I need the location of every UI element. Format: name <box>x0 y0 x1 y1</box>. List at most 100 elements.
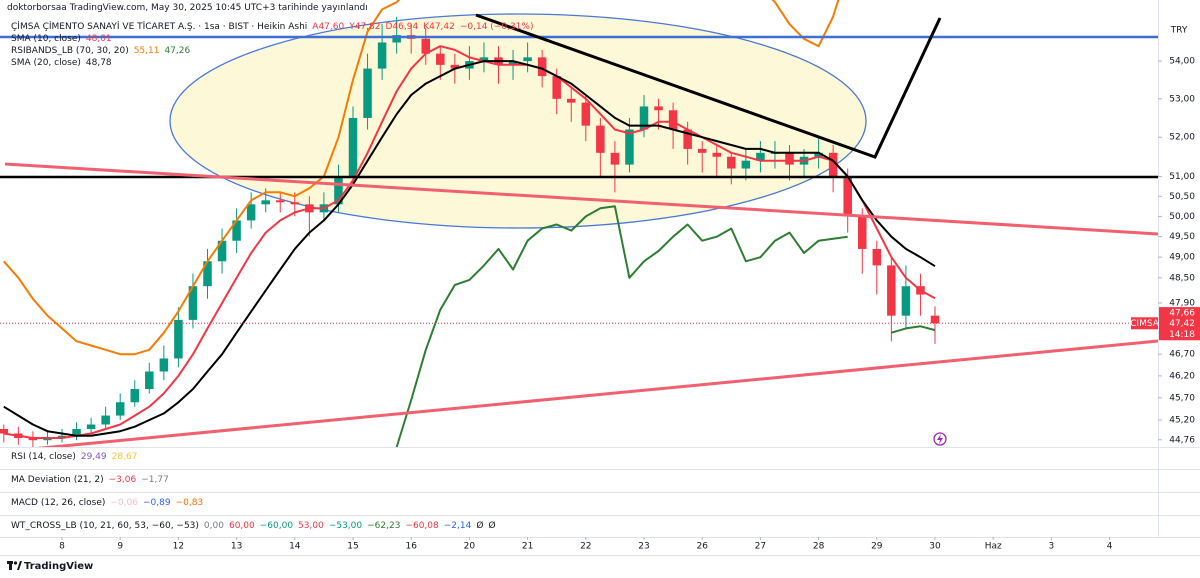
candle-body <box>101 415 110 425</box>
x-tick-label: 14 <box>289 542 301 552</box>
ellipse-drawing <box>169 13 867 229</box>
x-tick-label: 9 <box>117 542 123 552</box>
legend-row: WT_CROSS_LB (10, 21, 60, 53, −60, −53) 0,… <box>11 520 501 532</box>
x-tick-label: 27 <box>755 542 766 552</box>
legend-row: MACD (12, 26, close) −0,06 −0,89 −0,83 <box>11 497 208 509</box>
candle-body <box>276 200 285 203</box>
indicator-line <box>3 60 936 437</box>
candle-body <box>392 35 401 43</box>
candle-body <box>115 402 125 416</box>
y-tick-label: 53,00 <box>1169 94 1195 104</box>
pane-value: −60,00 <box>259 521 294 531</box>
candle-body <box>246 204 256 221</box>
logo <box>7 561 22 570</box>
trend-line <box>4 162 1158 236</box>
candle-body <box>348 117 358 177</box>
pane-value: −1,77 <box>141 475 169 485</box>
x-tick-label: 21 <box>522 542 533 552</box>
candle-body <box>858 216 867 249</box>
candle-body <box>887 265 896 316</box>
candle-body <box>756 152 765 161</box>
y-tick-label: 51,00 <box>1169 172 1195 182</box>
candle-body <box>261 200 270 205</box>
candle-body <box>130 389 139 403</box>
ohlc-value: Y47,82 <box>349 22 381 32</box>
legend-name: SMA (20, close) <box>11 58 81 68</box>
legend-row: SMA (20, close) 48,78 <box>11 57 117 69</box>
candle-body <box>159 358 169 372</box>
candle-body <box>581 102 591 126</box>
candle-body <box>72 428 81 436</box>
currency: TRY <box>1170 26 1188 36</box>
y-tick-label: 50,00 <box>1169 212 1195 222</box>
alert-icon[interactable] <box>933 432 947 446</box>
candle-body <box>174 319 183 359</box>
x-tick-label: 26 <box>696 542 708 552</box>
candle-body <box>537 57 547 77</box>
price-tag-label: 47,42 <box>1169 319 1195 329</box>
pane-value: −0,06 <box>110 498 138 508</box>
candle-body <box>145 371 154 390</box>
x-tick-label: 4 <box>1107 542 1113 552</box>
y-tick-label: 45,70 <box>1169 393 1195 403</box>
candle-body <box>450 64 460 69</box>
candle-body <box>421 38 430 54</box>
symbol-title: ÇİMSA ÇİMENTO SANAYİ VE TİCARET A.Ş. · 1… <box>11 22 308 32</box>
published-note: doktorborsaa TradingView.com, May 30, 20… <box>7 3 368 13</box>
x-tick-label: 30 <box>929 542 941 552</box>
candle-body <box>697 148 707 153</box>
pane-value: −53,00 <box>328 521 363 531</box>
candle-body <box>436 53 445 65</box>
candle-body <box>654 106 663 111</box>
candle-body <box>508 61 518 65</box>
candle-body <box>552 76 561 99</box>
trend-line <box>475 13 942 159</box>
alert-icon-bolt <box>937 434 943 444</box>
x-tick-label: 13 <box>231 542 242 552</box>
candle-body <box>668 110 678 130</box>
drawings-front <box>0 13 1158 447</box>
drawings-back <box>169 13 867 229</box>
pane-value: −0,89 <box>142 498 171 508</box>
y-tick-label: 48,50 <box>1169 273 1195 283</box>
x-tick-label: 12 <box>173 542 184 552</box>
symbol-tag-label: CIMSA <box>1130 319 1160 329</box>
pane-value: −3,06 <box>108 475 137 485</box>
ohlc-value: K47,42 <box>423 22 455 32</box>
candle-body <box>596 125 605 153</box>
candle-body <box>741 160 751 169</box>
y-tick-label: 54,00 <box>1169 57 1195 67</box>
price-tag <box>1159 317 1200 341</box>
candle-body <box>930 315 940 324</box>
pane-value: Ø <box>488 521 496 531</box>
y-tick-label: 52,00 <box>1169 133 1195 143</box>
y-tick-label: 50,50 <box>1169 192 1195 202</box>
pane-value: −0,83 <box>175 498 204 508</box>
pane-value: 28,67 <box>111 452 138 462</box>
x-tick-label: 20 <box>464 542 476 552</box>
candle-body <box>828 152 838 177</box>
y-tick-label: 45,20 <box>1169 416 1195 426</box>
pane-value: 0,00 <box>203 521 224 531</box>
pane-name: MACD (12, 26, close) <box>11 498 106 508</box>
ohlc-value: A47,60 <box>312 22 345 32</box>
candle-body <box>86 424 96 429</box>
candle-body <box>43 437 52 441</box>
pane-value: 29,49 <box>80 452 107 462</box>
candle-body <box>843 176 852 217</box>
x-tick-label: 8 <box>59 542 65 552</box>
candle-body <box>567 98 576 103</box>
x-tick-label: 28 <box>813 542 825 552</box>
pane-value: 53,00 <box>298 521 324 531</box>
candle-body <box>28 437 38 441</box>
y-tick-label: 49,50 <box>1169 232 1195 242</box>
candle-body <box>334 176 343 205</box>
indicator-line <box>3 45 936 439</box>
candle-body <box>523 57 532 62</box>
candle-body <box>203 261 212 287</box>
candle-body <box>683 129 692 149</box>
pane-value: −60,08 <box>405 521 439 531</box>
legend-row: SMA (10, close) 48,01 <box>11 33 117 45</box>
candle-body <box>872 248 882 266</box>
